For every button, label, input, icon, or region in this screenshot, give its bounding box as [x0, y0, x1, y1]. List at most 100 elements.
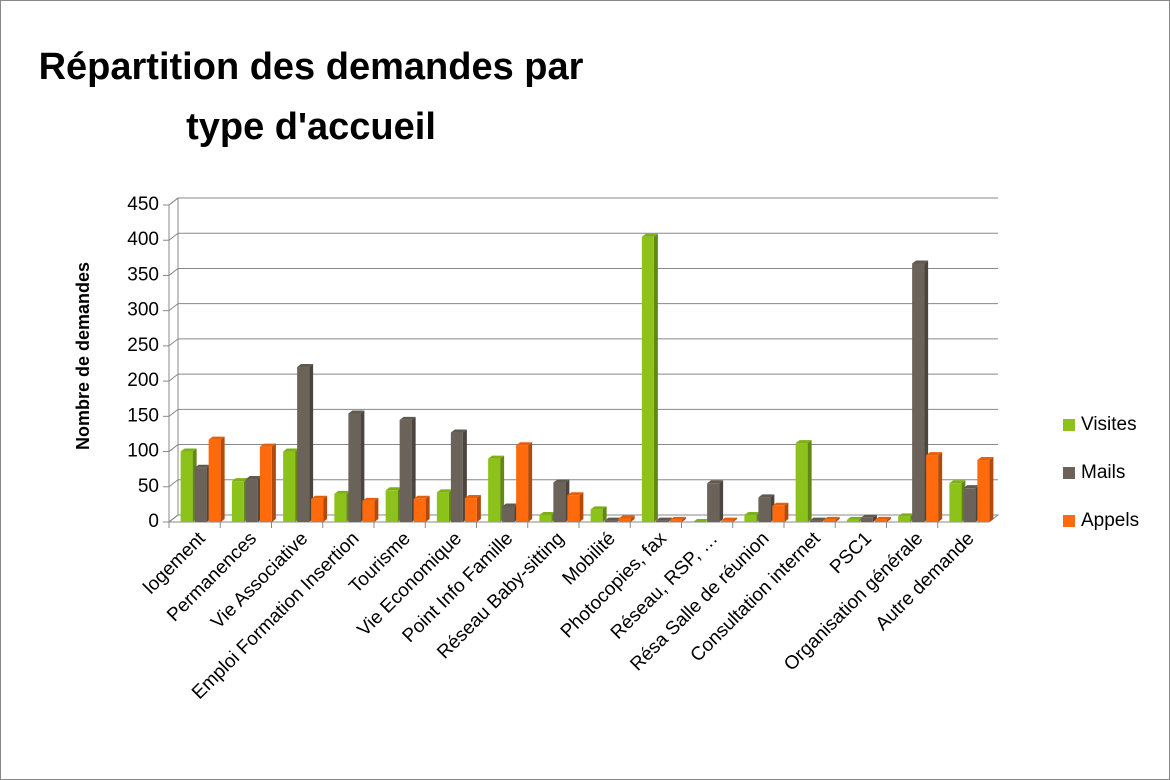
bar-top [669, 516, 686, 520]
bar-top [846, 516, 863, 520]
bar-side [271, 443, 276, 522]
bar-top [488, 455, 505, 459]
grid-depth [168, 197, 179, 206]
bar-group [283, 448, 300, 522]
bar-top [963, 485, 980, 489]
legend-label: Mails [1081, 462, 1125, 483]
bar [385, 490, 398, 522]
bar [795, 443, 808, 522]
bar-side [872, 514, 877, 522]
bar [744, 514, 757, 522]
bar-top [926, 452, 943, 456]
bar-group [744, 511, 761, 522]
bar-side [476, 495, 481, 522]
grid-depth [168, 514, 179, 523]
bar [860, 517, 873, 522]
bar-top [693, 519, 710, 522]
bar [502, 506, 515, 522]
bar-group [311, 495, 328, 522]
bar [758, 497, 771, 522]
bar-side [323, 495, 328, 522]
bar-top [283, 448, 300, 452]
bar [641, 236, 654, 522]
bar [567, 495, 580, 522]
bar [846, 519, 859, 522]
bar [413, 498, 426, 522]
bar-top [912, 260, 929, 264]
bar [977, 460, 990, 522]
bar-group [860, 514, 877, 522]
bar-group [259, 443, 276, 522]
bar [231, 481, 244, 522]
bar-group [297, 364, 314, 522]
legend-label: Visites [1081, 414, 1137, 435]
y-tick-label: 250 [127, 335, 159, 356]
bar-top [553, 479, 570, 483]
y-tick-label: 450 [127, 194, 159, 215]
bar-group [772, 502, 789, 522]
bar [898, 516, 911, 522]
bar-side [602, 506, 607, 522]
bar-side [821, 517, 826, 522]
bar-top [334, 490, 351, 494]
bar-side [220, 436, 225, 522]
bar-group [567, 492, 584, 522]
bar-group [348, 410, 365, 522]
bar-group [963, 485, 980, 522]
grid-depth [168, 373, 179, 382]
bar-top [539, 511, 556, 515]
bar-group [874, 516, 891, 522]
bar [912, 263, 925, 522]
grid-depth [168, 303, 179, 312]
bar-top [758, 494, 775, 498]
bar [259, 446, 272, 522]
bar-top [502, 503, 519, 507]
bar [590, 509, 603, 522]
bar-side [528, 442, 533, 522]
y-axis-label: Nombre de demandes [73, 262, 93, 450]
bar-top [898, 513, 915, 517]
bar-top [413, 495, 430, 499]
bar-top [977, 457, 994, 461]
bar [823, 519, 836, 522]
bar-top [604, 517, 621, 521]
legend-swatch [1063, 467, 1075, 479]
legend-swatch [1063, 419, 1075, 431]
bar-group [590, 506, 607, 522]
y-tick-label: 350 [127, 264, 159, 285]
y-tick-label: 400 [127, 229, 159, 250]
legend-label: Appels [1081, 510, 1139, 531]
grid-depth [168, 232, 179, 241]
bar [283, 451, 296, 522]
bar-group [655, 517, 672, 522]
grid-depth [168, 444, 179, 452]
bar-side [938, 452, 943, 522]
bar-top [772, 502, 789, 506]
bar [464, 498, 477, 522]
bar-top [385, 487, 402, 491]
bar-side [411, 416, 416, 522]
bar-group [385, 487, 402, 522]
bar-group [707, 480, 724, 522]
y-tick-label: 300 [127, 300, 159, 321]
bar-top [655, 517, 672, 521]
bar [208, 439, 221, 522]
x-tick-label: Permanences [163, 528, 261, 626]
bar-group [721, 517, 738, 522]
bar-top [707, 480, 724, 484]
bar-top [231, 478, 248, 482]
bar-side [630, 515, 635, 522]
grid-depth [168, 268, 179, 276]
bar-group [194, 464, 211, 522]
bar-group [926, 452, 943, 522]
x-tick-label: PSC1 [826, 528, 876, 578]
bar [399, 419, 412, 522]
bar [297, 367, 310, 522]
bar-group [413, 495, 430, 522]
bar-group [618, 515, 635, 522]
bar-group [846, 516, 863, 522]
bar-side [989, 457, 994, 522]
bar-top [590, 506, 607, 510]
